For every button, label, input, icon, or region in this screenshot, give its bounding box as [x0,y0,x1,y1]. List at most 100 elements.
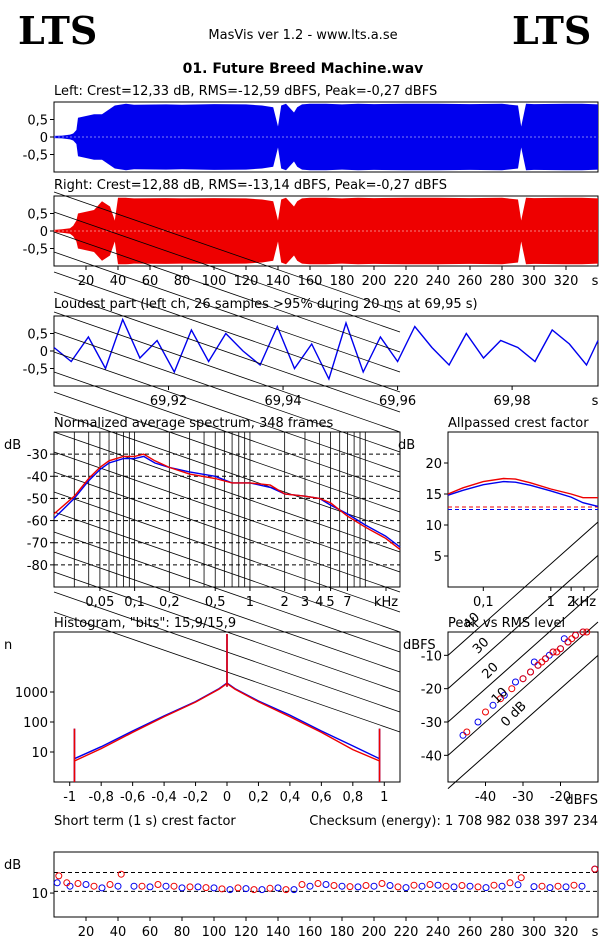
crest-diagonal-label: 20 [479,660,501,682]
short-term-crest-point [562,883,570,891]
peak-vs-rms-point [542,655,549,663]
peak-vs-rms-point [512,678,519,686]
short-term-crest-point [106,881,114,888]
short-term-crest-xtick-label: 140 [266,925,291,940]
short-term-crest-point [538,882,546,890]
allpassed-crest-xtick-label: 0,1 [473,595,494,610]
peak-vs-rms-point [557,645,564,653]
charts-container: Left: Crest=12,33 dB, RMS=-12,59 dBFS, P… [4,84,599,940]
allpassed-crest-panel [444,431,599,591]
right-waveform-xtick-label: 60 [142,274,159,289]
left-waveform-ytick-label: -0,5 [23,149,48,164]
peak-vs-rms-xlabel: dBFS [565,793,598,808]
crest-diagonal [447,621,599,756]
short-term-crest-point [306,882,314,890]
short-term-crest-point [517,874,525,882]
peak-vs-rms-ytick-label: -30 [421,716,442,731]
right-waveform-xtick-label: 280 [490,274,515,289]
short-term-crest-point [242,885,250,893]
peak-vs-rms-ytick-label: -20 [421,683,442,698]
avg-spectrum-ytick-label: -50 [27,492,48,507]
short-term-crest-point [426,881,434,888]
histogram-xtick-label: 0,4 [280,790,301,805]
short-term-crest-point [378,880,386,887]
left-waveform-title: Left: Crest=12,33 dB, RMS=-12,59 dBFS, P… [54,84,437,99]
short-term-crest-point [218,885,226,893]
histogram-ytick-label: 1000 [15,686,48,701]
short-term-crest-xtick-label: 300 [522,925,547,940]
histogram-xtick-label: -0,8 [88,790,113,805]
allpassed-crest-ytick-label: 15 [425,488,442,503]
short-term-crest-point [322,881,330,888]
short-term-crest-point [53,879,61,887]
right-waveform-ytick-label: 0 [40,225,48,240]
short-term-crest-point [226,886,234,894]
allpassed-crest-xtick-label: kHz [572,595,596,610]
crest-diagonal [447,521,599,656]
short-term-crest-xtick-label: 120 [234,925,259,940]
short-term-crest-annotation: Checksum (energy): 1 708 982 038 397 234 [309,814,598,829]
spectrum-slope-line [53,431,401,553]
avg-spectrum-xtick-label: 3 [301,595,309,610]
avg-spectrum-ytick-label: -80 [27,559,48,574]
short-term-crest-frame [53,851,599,918]
spectrum-slope-line [53,331,401,453]
short-term-crest-point [370,882,378,890]
peak-vs-rms-point [482,708,489,716]
histogram-xtick-label: 0 [223,790,231,805]
short-term-crest-point [386,882,394,889]
right-waveform-xtick-label: 320 [554,274,579,289]
left-waveform-panel [50,101,599,173]
short-term-crest-point [186,883,194,891]
loudest-part-xtick-label: 69,94 [264,394,301,409]
short-term-crest-xtick-label: 40 [110,925,127,940]
spectrum-slope-line [53,391,401,513]
short-term-crest-ylabel: dB [4,858,21,873]
histogram-xtick-label: -0,2 [183,790,208,805]
spectrum-slope-line [53,291,401,413]
loudest-part-xtick-label: 69,92 [150,394,187,409]
peak-vs-rms-point [497,695,504,703]
peak-vs-rms-point [545,651,553,659]
avg-spectrum-xtick-label: 4 [315,595,323,610]
right-waveform-xtick-label: 260 [458,274,483,289]
avg-spectrum-xtick-label: 7 [343,595,351,610]
short-term-crest-point [346,883,354,891]
short-term-crest-point [138,882,146,890]
short-term-crest-point [450,883,458,891]
avg-spectrum-panel [50,191,401,733]
short-term-crest-xtick-label: 180 [330,925,355,940]
spectrum-slope-line [53,551,401,673]
avg-spectrum-xtick-label: 1 [246,595,254,610]
avg-spectrum-frame [53,431,401,588]
short-term-crest-point [434,881,442,889]
right-waveform-ytick-label: -0,5 [23,243,48,258]
avg-spectrum-ytick-label: -70 [27,537,48,552]
allpassed-crest-ytick-label: 20 [425,457,442,472]
short-term-crest-point [418,882,426,890]
short-term-crest-point [146,883,154,891]
short-term-crest-point [354,883,362,891]
avg-spectrum-ytick-label: -40 [27,470,48,485]
spectrum-slope-line [53,231,401,353]
right-waveform-xtick-label: 40 [110,274,127,289]
short-term-crest-point [194,883,202,891]
short-term-crest-xtick-label: 200 [362,925,387,940]
spectrum-slope-line [53,211,401,333]
histogram-ylabel: n [4,638,12,653]
loudest-part-series-line [53,317,599,381]
short-term-crest-xunit: s [592,925,599,940]
right-waveform-xunit: s [592,274,599,289]
short-term-crest-point [114,882,122,890]
avg-spectrum-ytick-label: -30 [27,448,48,463]
loudest-part-ytick-label: -0,5 [23,363,48,378]
histogram-xtick-label: 0,8 [342,790,363,805]
short-term-crest-xtick-label: 20 [78,925,95,940]
short-term-crest-ytick-label: 10 [31,887,48,902]
short-term-crest-point [474,883,482,891]
short-term-crest-point [330,882,338,889]
short-term-crest-xtick-label: 280 [490,925,515,940]
right-waveform-xtick-label: 100 [202,274,227,289]
allpassed-crest-ytick-label: 5 [434,550,442,565]
